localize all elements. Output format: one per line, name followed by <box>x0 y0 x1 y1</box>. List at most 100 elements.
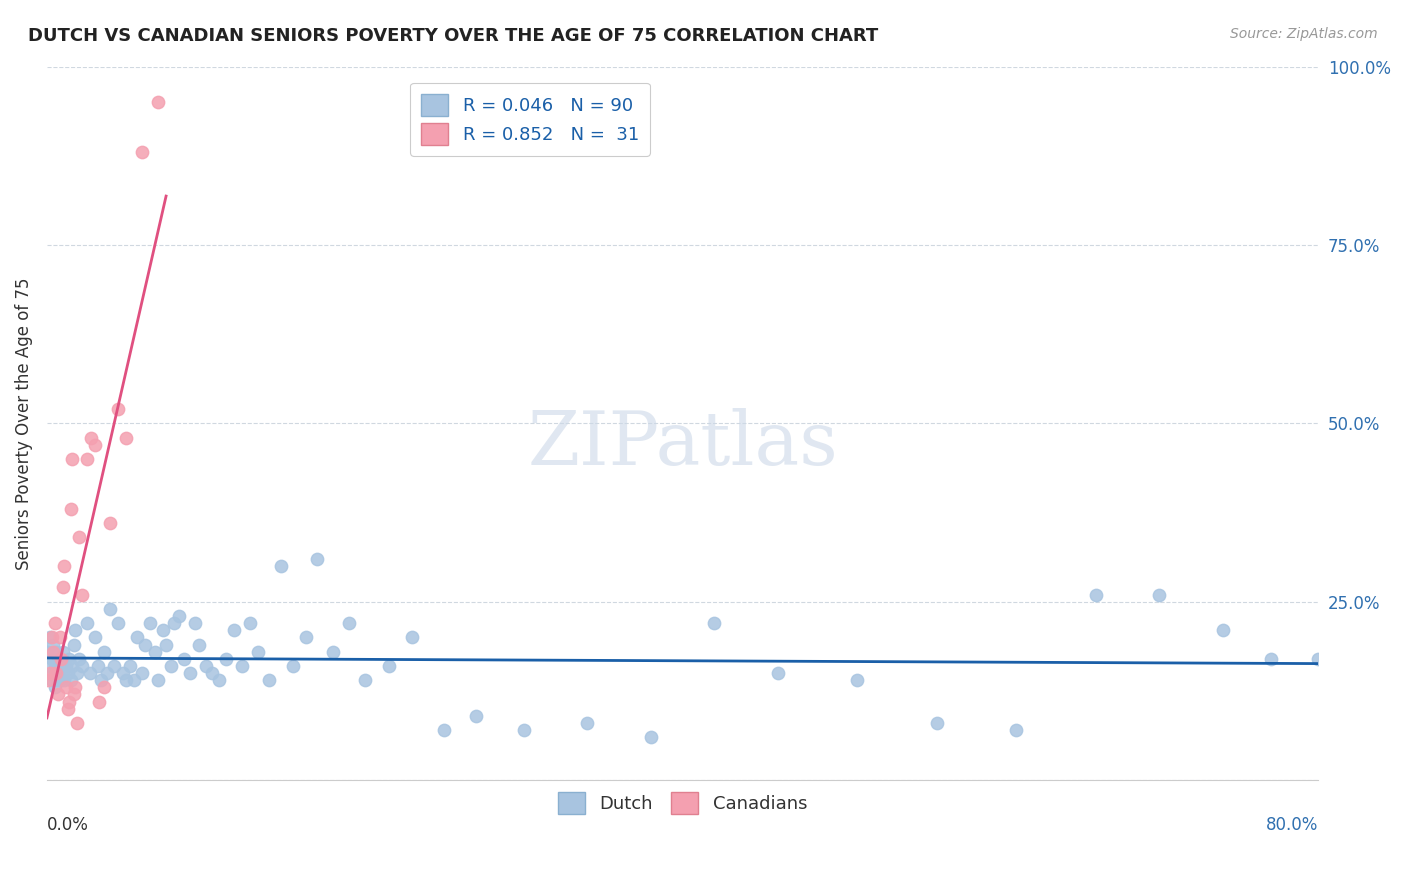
Point <box>87 659 110 673</box>
Point <box>80 431 103 445</box>
Point <box>52 645 75 659</box>
Point <box>44 681 66 695</box>
Point <box>183 616 205 631</box>
Point <box>401 631 423 645</box>
Point <box>215 652 238 666</box>
Point <box>66 716 89 731</box>
Legend: Dutch, Canadians: Dutch, Canadians <box>551 784 814 821</box>
Point <box>41 631 63 645</box>
Point <box>83 631 105 645</box>
Point <box>89 695 111 709</box>
Point <box>48 631 70 645</box>
Point <box>112 666 135 681</box>
Point <box>70 659 93 673</box>
Point <box>846 673 869 688</box>
Point <box>100 516 122 531</box>
Point <box>115 673 138 688</box>
Point <box>322 645 344 659</box>
Point <box>65 681 87 695</box>
Point <box>295 631 318 645</box>
Point <box>59 502 82 516</box>
Point <box>201 666 224 681</box>
Point <box>76 452 98 467</box>
Point <box>42 638 65 652</box>
Point <box>44 616 66 631</box>
Point <box>53 559 76 574</box>
Point <box>56 702 79 716</box>
Point <box>107 402 129 417</box>
Text: DUTCH VS CANADIAN SENIORS POVERTY OVER THE AGE OF 75 CORRELATION CHART: DUTCH VS CANADIAN SENIORS POVERTY OVER T… <box>28 27 879 45</box>
Point <box>76 616 98 631</box>
Point <box>107 616 129 631</box>
Point <box>60 452 83 467</box>
Point <box>337 616 360 631</box>
Point <box>46 666 69 681</box>
Point <box>41 673 63 688</box>
Point <box>55 659 77 673</box>
Point <box>39 666 62 681</box>
Text: Source: ZipAtlas.com: Source: ZipAtlas.com <box>1230 27 1378 41</box>
Point <box>93 681 115 695</box>
Point <box>58 695 80 709</box>
Point <box>465 709 488 723</box>
Point <box>103 659 125 673</box>
Point <box>433 723 456 738</box>
Point <box>283 659 305 673</box>
Point <box>1149 588 1171 602</box>
Point <box>52 666 75 681</box>
Text: 80.0%: 80.0% <box>1265 815 1319 834</box>
Point <box>127 631 149 645</box>
Point <box>512 723 534 738</box>
Point <box>45 673 67 688</box>
Point <box>124 673 146 688</box>
Point <box>152 624 174 638</box>
Point <box>194 659 217 673</box>
Point <box>207 673 229 688</box>
Point <box>37 673 59 688</box>
Point <box>1308 652 1330 666</box>
Point <box>179 666 201 681</box>
Point <box>703 616 725 631</box>
Point <box>65 624 87 638</box>
Point <box>60 659 83 673</box>
Point <box>173 652 195 666</box>
Point <box>163 616 186 631</box>
Point <box>377 659 399 673</box>
Point <box>143 645 166 659</box>
Point <box>1260 652 1282 666</box>
Point <box>45 666 67 681</box>
Point <box>63 688 86 702</box>
Point <box>51 652 73 666</box>
Point <box>239 616 262 631</box>
Point <box>96 666 118 681</box>
Text: 0.0%: 0.0% <box>46 815 89 834</box>
Point <box>59 673 82 688</box>
Point <box>576 716 599 731</box>
Point <box>100 602 122 616</box>
Point <box>51 659 73 673</box>
Point <box>766 666 789 681</box>
Point <box>90 673 112 688</box>
Point <box>42 645 65 659</box>
Point <box>67 652 90 666</box>
Point <box>46 688 69 702</box>
Point <box>640 731 662 745</box>
Point <box>93 645 115 659</box>
Point <box>1005 723 1028 738</box>
Point <box>353 673 375 688</box>
Point <box>259 673 281 688</box>
Point <box>44 659 66 673</box>
Point <box>63 638 86 652</box>
Point <box>925 716 948 731</box>
Point <box>118 659 141 673</box>
Point <box>131 145 153 160</box>
Point <box>1212 624 1234 638</box>
Point <box>70 588 93 602</box>
Point <box>167 609 190 624</box>
Point <box>66 666 89 681</box>
Point <box>41 652 63 666</box>
Point <box>146 95 169 110</box>
Point <box>155 638 177 652</box>
Point <box>146 673 169 688</box>
Point <box>58 652 80 666</box>
